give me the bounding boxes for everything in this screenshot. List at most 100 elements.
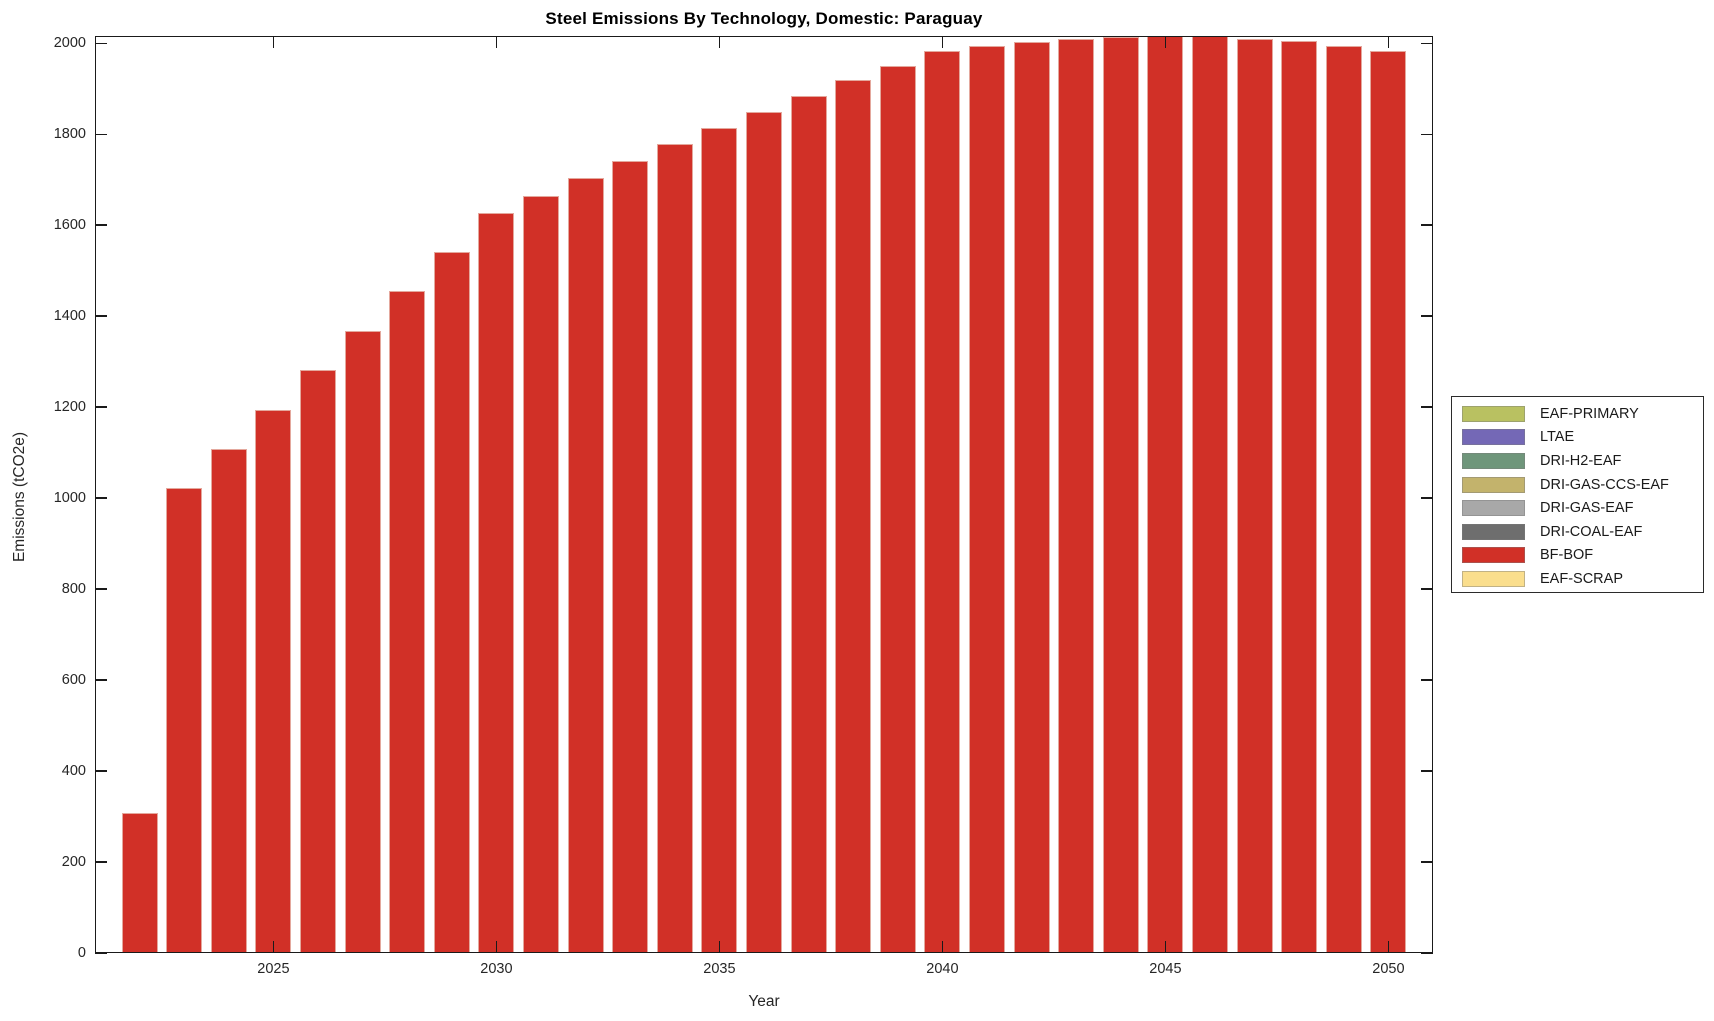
y-tick-label: 1400 [53, 308, 86, 325]
legend-label: DRI-H2-EAF [1540, 452, 1622, 469]
x-tick [718, 941, 721, 953]
y-tick [95, 133, 107, 135]
y-tick-right [1421, 861, 1433, 863]
legend-label: BF-BOF [1540, 547, 1594, 564]
bar-2036 [746, 112, 782, 953]
y-tick-right [1421, 42, 1433, 45]
bar-2034 [656, 144, 693, 953]
bar-2025 [255, 409, 292, 953]
x-tick-label: 2040 [926, 961, 959, 977]
bar-2033 [612, 160, 649, 953]
y-tick [95, 315, 107, 317]
bar-2039 [879, 65, 916, 953]
x-tick-top [495, 36, 498, 48]
y-tick-label: 600 [61, 672, 86, 689]
y-tick-label: 1000 [53, 490, 86, 507]
legend-label: EAF-SCRAP [1540, 570, 1623, 587]
bar-2038 [835, 80, 872, 953]
y-tick [95, 406, 107, 408]
x-tick-label: 2030 [480, 961, 513, 977]
bar-2040 [924, 51, 961, 953]
y-tick-label: 200 [61, 854, 86, 871]
legend-label: EAF-PRIMARY [1540, 405, 1639, 422]
bar-2044 [1102, 37, 1139, 953]
bar-2047 [1236, 38, 1273, 953]
legend-swatch [1462, 452, 1525, 469]
legend-item-eaf-primary: EAF-PRIMARY [1452, 402, 1703, 426]
y-tick [95, 588, 107, 590]
bar-2035 [701, 128, 738, 953]
y-tick [95, 679, 107, 681]
bar-2037 [790, 95, 827, 953]
bar-2046 [1192, 36, 1228, 953]
legend-swatch [1462, 476, 1525, 493]
y-tick-right [1421, 315, 1433, 317]
bar-2048 [1281, 40, 1318, 953]
legend-label: DRI-COAL-EAF [1540, 523, 1643, 540]
bar-2024 [210, 449, 247, 953]
x-tick-label: 2035 [703, 961, 736, 977]
y-tick-right [1421, 679, 1433, 681]
legend-item-eaf-scrap: EAF-SCRAP [1452, 567, 1703, 591]
legend-item-dri-coal-eaf: DRI-COAL-EAF [1452, 520, 1703, 544]
bar-2043 [1058, 39, 1095, 953]
x-tick-top [272, 36, 275, 48]
x-tick-top [1387, 36, 1390, 48]
bar-2032 [567, 178, 604, 953]
x-tick-label: 2025 [257, 961, 290, 977]
bar-2041 [969, 46, 1005, 953]
x-tick [1164, 941, 1167, 953]
legend-item-ltae: LTAE [1452, 426, 1703, 450]
bar-2027 [344, 330, 381, 953]
x-tick [1387, 941, 1390, 953]
legend-item-bf-bof: BF-BOF [1452, 544, 1703, 568]
y-tick [95, 952, 107, 954]
legend-swatch [1462, 429, 1525, 446]
y-tick-right [1421, 497, 1433, 499]
x-tick [941, 941, 944, 953]
y-tick [95, 224, 107, 226]
bar-2042 [1013, 42, 1050, 953]
bar-2023 [166, 488, 203, 953]
y-tick-label: 2000 [53, 35, 86, 52]
bar-2026 [300, 369, 336, 953]
bar-2022 [121, 812, 158, 953]
x-tick-top [1164, 36, 1167, 48]
y-tick [95, 497, 107, 499]
y-tick-right [1421, 770, 1433, 772]
bar-2030 [478, 213, 515, 953]
x-axis-label: Year [748, 993, 780, 1010]
legend-item-dri-gas-ccs-eaf: DRI-GAS-CCS-EAF [1452, 473, 1703, 497]
legend-swatch [1462, 523, 1525, 540]
bar-2031 [523, 196, 559, 953]
legend-swatch [1462, 500, 1525, 517]
y-tick [95, 42, 107, 45]
legend-label: LTAE [1540, 429, 1575, 446]
y-tick-right [1421, 588, 1433, 590]
y-tick-right [1421, 133, 1433, 135]
x-tick [495, 941, 498, 953]
y-tick-label: 0 [77, 945, 86, 961]
y-tick-label: 1800 [53, 126, 86, 143]
legend-label: DRI-GAS-CCS-EAF [1540, 476, 1669, 493]
x-tick-label: 2045 [1149, 961, 1182, 977]
bar-2028 [389, 291, 426, 953]
x-tick [272, 941, 275, 953]
y-tick-label: 800 [61, 581, 86, 598]
y-tick-right [1421, 406, 1433, 408]
chart-title: Steel Emissions By Technology, Domestic:… [545, 9, 983, 28]
y-tick-label: 400 [61, 763, 86, 780]
y-tick-label: 1600 [53, 217, 86, 234]
legend-swatch [1462, 570, 1525, 587]
legend-swatch [1462, 547, 1525, 564]
plot-area [95, 36, 1433, 954]
bar-2029 [433, 251, 470, 953]
legend-swatch [1462, 405, 1525, 422]
bar-2050 [1370, 51, 1407, 953]
y-tick-right [1421, 224, 1433, 226]
legend-box: EAF-PRIMARY LTAE DRI-H2-EAF DRI-GAS-CCS-EAF… [1451, 396, 1704, 593]
legend-item-dri-gas-eaf: DRI-GAS-EAF [1452, 496, 1703, 520]
bar-2045 [1147, 36, 1184, 953]
y-tick [95, 861, 107, 863]
